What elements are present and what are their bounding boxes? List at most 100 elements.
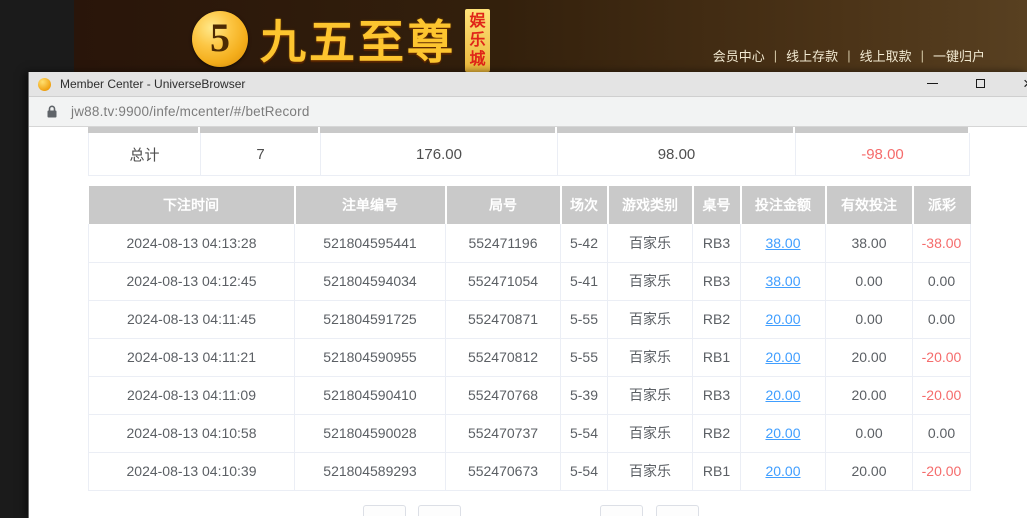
lock-icon [46,105,58,118]
bet-amount-link[interactable]: 20.00 [765,311,801,327]
table-cell: -20.00 [912,338,971,377]
close-button[interactable]: × [1013,72,1027,97]
table-cell: 552471054 [445,262,561,301]
table-row: 2024-08-13 04:10:58 521804590028 552470737… [88,414,971,453]
column-header: 有效投注 [825,186,914,224]
pagination-button[interactable] [418,505,461,516]
table-cell: 20.00 [740,300,826,339]
table-cell: 百家乐 [607,338,693,377]
table-cell: 20.00 [740,452,826,491]
table-cell: 521804590410 [294,376,446,415]
table-cell: 552471196 [445,224,561,263]
table-cell: 百家乐 [607,376,693,415]
table-cell: 552470768 [445,376,561,415]
nav-separator: | [920,48,924,63]
table-cell: 2024-08-13 04:10:39 [88,452,295,491]
table-cell: 521804591725 [294,300,446,339]
table-cell: RB1 [692,452,741,491]
badge-char: 娱 [469,13,486,30]
table-cell: 0.00 [912,262,971,301]
table-cell: RB1 [692,338,741,377]
summary-label: 总计 [89,133,201,175]
page-content: 总计 7 176.00 98.00 -98.00 下注时间 注单编号 局号 场次 游戏类… [29,127,1027,516]
table-cell: 2024-08-13 04:12:45 [88,262,295,301]
maximize-button[interactable] [965,72,995,97]
table-cell: 2024-08-13 04:11:45 [88,300,295,339]
bet-amount-link[interactable]: 20.00 [765,425,801,441]
summary-bet-amount: 176.00 [321,133,558,175]
table-cell: 552470871 [445,300,561,339]
table-cell: 20.00 [825,452,913,491]
bet-amount-link[interactable]: 38.00 [765,234,801,251]
pagination-button[interactable] [600,505,643,516]
bet-record-table: 下注时间 注单编号 局号 场次 游戏类别 桌号 投注金额 有效投注 派彩 2024-08-13 … [88,186,971,491]
url-text[interactable]: jw88.tv:9900/infe/mcenter/#/betRecord [71,104,310,119]
table-cell: 5-54 [560,414,608,453]
table-cell: 2024-08-13 04:11:09 [88,376,295,415]
pagination-button[interactable] [656,505,699,516]
table-cell: 552470737 [445,414,561,453]
logo-number-glyph: 5 [210,15,230,60]
minimize-icon [926,83,938,85]
column-header: 游戏类别 [607,186,694,224]
banner-nav-link[interactable]: 一键归户 [932,49,985,64]
table-cell: 20.00 [740,414,826,453]
badge-char: 城 [469,51,486,68]
table-cell: 38.00 [740,224,826,263]
banner-nav-link[interactable]: 线上取款 [859,49,912,64]
minimize-button[interactable] [917,72,947,97]
table-cell: 20.00 [825,338,913,377]
table-cell: 552470812 [445,338,561,377]
summary-count: 7 [201,133,321,175]
table-cell: 521804595441 [294,224,446,263]
maximize-icon [975,79,985,89]
table-row: 2024-08-13 04:11:21 521804590955 552470812… [88,338,971,377]
summary-row: 总计 7 176.00 98.00 -98.00 [88,133,970,176]
bet-amount-link[interactable]: 20.00 [765,349,801,365]
column-header: 局号 [445,186,562,224]
table-cell: 521804589293 [294,452,446,491]
table-cell: RB3 [692,376,741,415]
table-cell: RB2 [692,300,741,339]
table-cell: -20.00 [912,376,971,415]
summary-header-cell [557,127,793,133]
column-header: 桌号 [692,186,742,224]
table-cell: 百家乐 [607,262,693,301]
table-row: 2024-08-13 04:11:09 521804590410 552470768… [88,376,971,415]
table-cell: -20.00 [912,452,971,491]
table-cell: 552470673 [445,452,561,491]
table-cell: 5-55 [560,338,608,377]
table-cell: 521804590955 [294,338,446,377]
column-header: 派彩 [912,186,971,224]
casino-logo-badge: 娱乐城 [465,9,490,72]
close-icon: × [1023,74,1027,93]
pagination-button[interactable] [363,505,406,516]
table-row: 2024-08-13 04:11:45 521804591725 552470871… [88,300,971,339]
address-bar[interactable]: jw88.tv:9900/infe/mcenter/#/betRecord [29,97,1027,127]
table-row: 2024-08-13 04:12:45 521804594034 552471054… [88,262,971,301]
nav-separator: | [773,48,778,63]
table-row: 2024-08-13 04:13:28 521804595441 552471196… [88,224,971,263]
column-header: 投注金额 [740,186,827,224]
banner-nav-link[interactable]: 线上存款 [786,49,839,64]
table-cell: 百家乐 [607,452,693,491]
table-cell: 20.00 [740,338,826,377]
table-cell: 38.00 [740,262,826,301]
table-cell: 38.00 [825,224,913,263]
bet-amount-link[interactable]: 38.00 [765,273,801,289]
table-cell: 5-39 [560,376,608,415]
table-cell: 20.00 [825,376,913,415]
table-cell: 0.00 [912,300,971,339]
summary-payout: -98.00 [861,145,904,163]
bet-amount-link[interactable]: 20.00 [765,387,801,403]
table-cell: 2024-08-13 04:11:21 [88,338,295,377]
table-cell: 5-41 [560,262,608,301]
table-cell: -38.00 [912,224,971,263]
banner-nav-link[interactable]: 会员中心 [712,49,765,64]
bet-amount-link[interactable]: 20.00 [765,463,801,479]
browser-favicon-icon [38,77,51,91]
summary-header-strip [88,127,970,133]
table-cell: 2024-08-13 04:10:58 [88,414,295,453]
table-cell: 5-55 [560,300,608,339]
